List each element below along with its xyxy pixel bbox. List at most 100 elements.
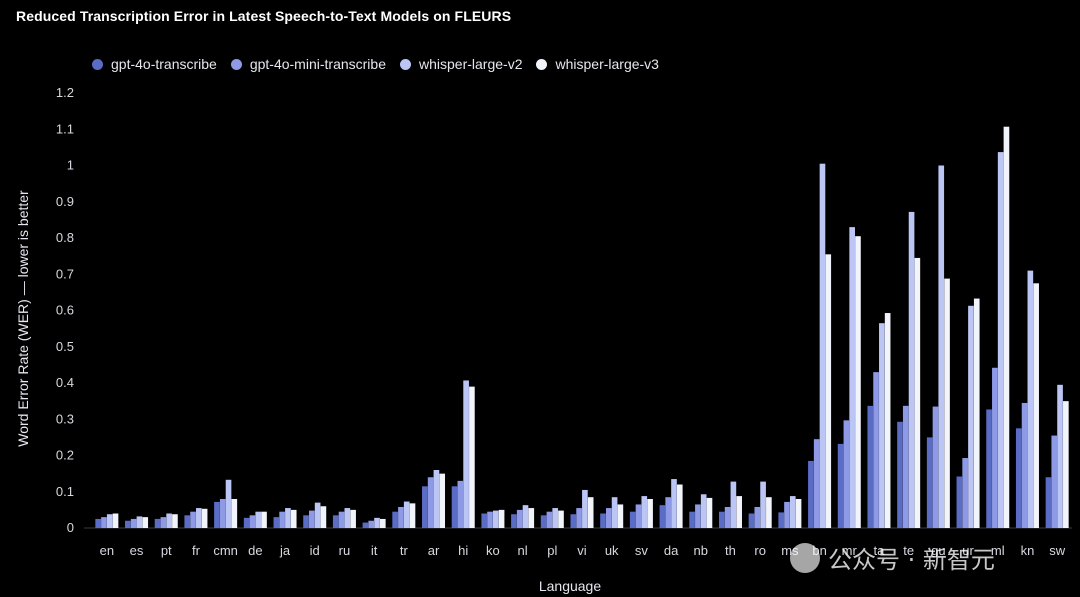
bar-whisper-large-v3-id	[320, 506, 327, 528]
bar-gpt-4o-mini-transcribe-ml	[992, 367, 998, 528]
bar-whisper-large-v3-da	[676, 484, 683, 528]
bar-whisper-large-v2-pt	[166, 513, 172, 528]
x-tick-label: fr	[192, 543, 201, 558]
watermark: 公众号 · 新智元	[790, 540, 995, 575]
bar-gpt-4o-transcribe-sw	[1045, 477, 1052, 528]
x-tick-label: nb	[694, 543, 708, 558]
x-tick-label: it	[371, 543, 378, 558]
x-tick-label: es	[130, 543, 144, 558]
legend-label: whisper-large-v2	[419, 56, 523, 72]
legend-swatch	[92, 58, 103, 70]
bar-whisper-large-v3-ta	[884, 313, 891, 528]
bar-gpt-4o-mini-transcribe-es	[130, 518, 137, 528]
legend-item-gpt-4o-mini-transcribe[interactable]: gpt-4o-mini-transcribe	[230, 56, 386, 72]
bar-gpt-4o-mini-transcribe-ta	[873, 372, 879, 529]
bar-whisper-large-v3-mr	[855, 236, 861, 528]
bar-whisper-large-v3-nb	[706, 497, 713, 528]
x-tick-label: te	[903, 543, 914, 558]
legend: gpt-4o-transcribe gpt-4o-mini-transcribe…	[92, 56, 659, 72]
bar-gpt-4o-transcribe-fr	[184, 515, 191, 528]
bar-gpt-4o-mini-transcribe-ko	[487, 511, 493, 528]
bar-gpt-4o-transcribe-kn	[1015, 428, 1022, 528]
bar-whisper-large-v2-kn	[1027, 270, 1034, 529]
bar-whisper-large-v3-ms	[795, 499, 802, 528]
bar-whisper-large-v2-cmn	[225, 479, 232, 528]
bar-whisper-large-v3-hi	[469, 386, 475, 529]
bar-whisper-large-v3-sv	[647, 499, 653, 528]
bar-whisper-large-v3-ar	[439, 473, 446, 529]
bar-whisper-large-v3-nl	[528, 508, 535, 528]
y-tick-label: 0.4	[56, 375, 74, 390]
chart-title: Reduced Transcription Error in Latest Sp…	[16, 8, 512, 24]
bar-gpt-4o-transcribe-vi	[570, 514, 577, 528]
y-tick-label: 0	[67, 520, 74, 535]
bar-whisper-large-v3-ja	[290, 509, 297, 529]
bar-gpt-4o-transcribe-pt	[154, 518, 161, 528]
bar-whisper-large-v3-bn	[825, 254, 832, 528]
bar-whisper-large-v2-es	[136, 516, 143, 528]
bar-gpt-4o-transcribe-it	[362, 522, 369, 528]
x-tick-label: uk	[605, 543, 619, 558]
bar-whisper-large-v2-ar	[433, 470, 440, 528]
legend-label: gpt-4o-mini-transcribe	[249, 56, 386, 72]
bar-gpt-4o-transcribe-tr	[392, 511, 398, 528]
x-tick-label: ja	[279, 543, 291, 558]
bar-gpt-4o-transcribe-hi	[451, 486, 458, 528]
legend-swatch	[400, 58, 411, 70]
bar-whisper-large-v2-fr	[196, 508, 202, 528]
bar-whisper-large-v3-cmn	[231, 499, 238, 528]
legend-item-whisper-large-v2[interactable]: whisper-large-v2	[400, 56, 522, 72]
bar-whisper-large-v3-uk	[617, 504, 624, 528]
bar-gpt-4o-mini-transcribe-bn	[813, 439, 820, 528]
y-tick-label: 0.3	[56, 411, 74, 426]
bar-whisper-large-v3-de	[261, 511, 267, 528]
legend-item-whisper-large-v3[interactable]: whisper-large-v3	[536, 56, 659, 72]
bar-gpt-4o-transcribe-nl	[511, 514, 517, 528]
bar-gpt-4o-transcribe-ms	[778, 512, 785, 528]
bar-gpt-4o-transcribe-de	[243, 517, 250, 528]
legend-item-gpt-4o-transcribe[interactable]: gpt-4o-transcribe	[92, 56, 217, 72]
bar-gpt-4o-mini-transcribe-te	[902, 405, 909, 528]
x-tick-label: ko	[486, 543, 500, 558]
bar-gpt-4o-mini-transcribe-ro	[754, 506, 761, 528]
legend-label: gpt-4o-transcribe	[111, 56, 217, 72]
bar-gpt-4o-transcribe-gu	[926, 437, 933, 529]
bar-whisper-large-v3-ko	[498, 509, 505, 529]
y-tick-label: 1.1	[56, 121, 74, 136]
bar-whisper-large-v3-it	[379, 518, 386, 528]
bar-gpt-4o-transcribe-ml	[986, 409, 992, 528]
bar-whisper-large-v2-id	[314, 502, 321, 529]
bar-gpt-4o-mini-transcribe-id	[309, 510, 315, 528]
bar-gpt-4o-mini-transcribe-th	[724, 506, 731, 528]
bar-gpt-4o-transcribe-en	[95, 518, 101, 528]
bar-gpt-4o-mini-transcribe-nl	[516, 509, 523, 529]
bar-whisper-large-v2-ja	[285, 508, 291, 528]
bar-gpt-4o-transcribe-ar	[422, 486, 428, 528]
x-tick-label: ur	[962, 543, 974, 558]
bar-whisper-large-v2-ur	[968, 305, 974, 528]
x-tick-label: ru	[339, 543, 351, 558]
x-tick-label: nl	[518, 543, 528, 558]
bar-whisper-large-v2-uk	[611, 497, 618, 528]
wechat-icon	[790, 542, 820, 573]
bar-gpt-4o-mini-transcribe-fr	[190, 511, 196, 528]
bar-gpt-4o-transcribe-te	[897, 421, 903, 528]
x-tick-label: id	[310, 543, 320, 558]
bar-gpt-4o-mini-transcribe-pl	[546, 511, 553, 528]
bar-whisper-large-v3-es	[142, 517, 149, 529]
x-tick-label: ml	[991, 543, 1005, 558]
bar-gpt-4o-transcribe-es	[125, 520, 131, 528]
bar-gpt-4o-mini-transcribe-sw	[1051, 435, 1058, 528]
bar-gpt-4o-mini-transcribe-ms	[784, 501, 790, 528]
bar-gpt-4o-mini-transcribe-hi	[457, 480, 464, 529]
y-tick-label: 0.1	[56, 484, 74, 499]
bar-whisper-large-v2-ro	[760, 481, 766, 528]
bar-whisper-large-v2-bn	[819, 163, 826, 528]
x-tick-label: sw	[1049, 543, 1066, 558]
x-tick-label: ro	[754, 543, 766, 558]
y-axis-title: Word Error Rate (WER) — lower is better	[15, 190, 31, 447]
y-tick-label: 0.9	[56, 194, 74, 209]
x-tick-label: mr	[842, 543, 858, 558]
x-tick-label: en	[100, 543, 114, 558]
bar-whisper-large-v2-ta	[879, 323, 885, 528]
